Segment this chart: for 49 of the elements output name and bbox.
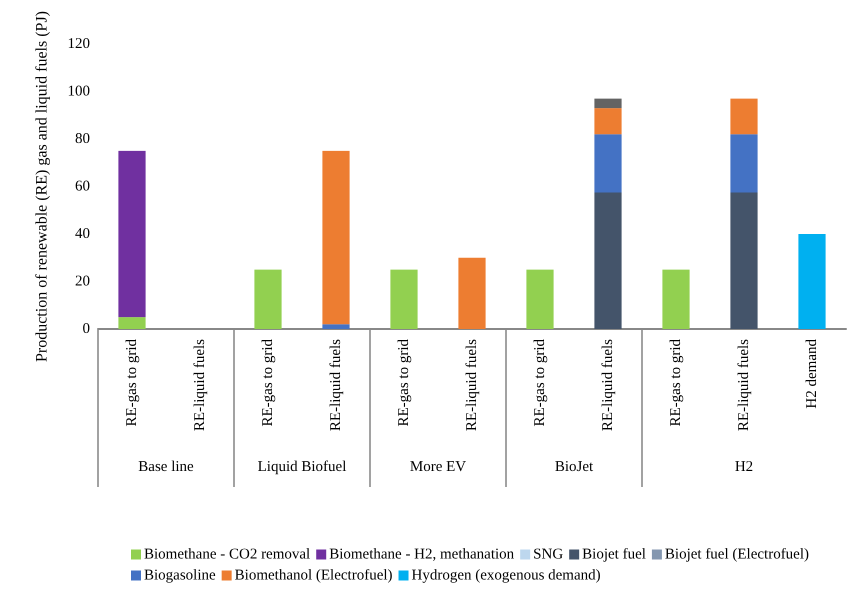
x-tick-label: RE-liquid fuels [600,338,616,432]
text: Liquid Biofuel [258,459,346,475]
y-tick-label: 0 [82,321,90,337]
text: BioJet [554,459,594,475]
y-tick-label: 120 [68,36,90,52]
bar [118,150,146,318]
bar [594,108,622,134]
x-tick-label: RE-gas to grid [532,338,548,426]
y-tick-label: 20 [75,274,90,290]
x-tick-label: RE-liquid fuels [192,338,208,432]
legend-label: Biomethane - H2, methanation [329,546,515,562]
x-tick-label: RE-gas to grid [260,338,276,426]
legend-label: SNG [533,546,564,562]
x-tick-label: RE-gas to grid [396,338,412,426]
y-tick-label: 100 [68,84,90,100]
bar [730,192,758,329]
bar [118,317,146,329]
legend-label: Biomethane - CO2 removal [144,546,310,562]
bar [594,192,622,329]
bar [730,98,758,134]
bar [526,270,554,329]
bar [798,234,826,329]
text: More EV [410,459,466,475]
bar [322,324,350,329]
x-tick-label: RE-liquid fuels [736,338,752,432]
x-tick-label: H2 demand [804,338,820,409]
legend-label: Biomethanol (Electrofuel) [234,568,393,584]
bar [594,98,622,108]
x-tick-label: RE-gas to grid [124,338,140,426]
text: Base line [138,459,194,475]
x-tick-label: RE-liquid fuels [328,338,344,432]
bar [322,150,350,324]
legend-label: Hydrogen (exogenous demand) [412,568,601,584]
bar [458,258,486,329]
text: H2 [734,459,754,475]
bar [730,134,758,192]
bar [594,134,622,192]
x-tick-label: RE-liquid fuels [464,338,480,432]
x-tick-label: RE-gas to grid [668,338,684,426]
bar [254,270,282,329]
y-tick-label: 40 [75,226,90,242]
legend-label: Biogasoline [144,568,216,584]
legend-label: Biojet fuel (Electrofuel) [664,546,810,562]
legend-label: Biojet fuel [582,546,646,562]
y-tick-label: 60 [75,178,90,195]
bar [390,270,418,329]
y-axis-title: Production of renewable (RE) gas and liquid fuels (PJ) [34,11,50,362]
bar [662,270,690,329]
y-tick-label: 80 [75,131,90,148]
